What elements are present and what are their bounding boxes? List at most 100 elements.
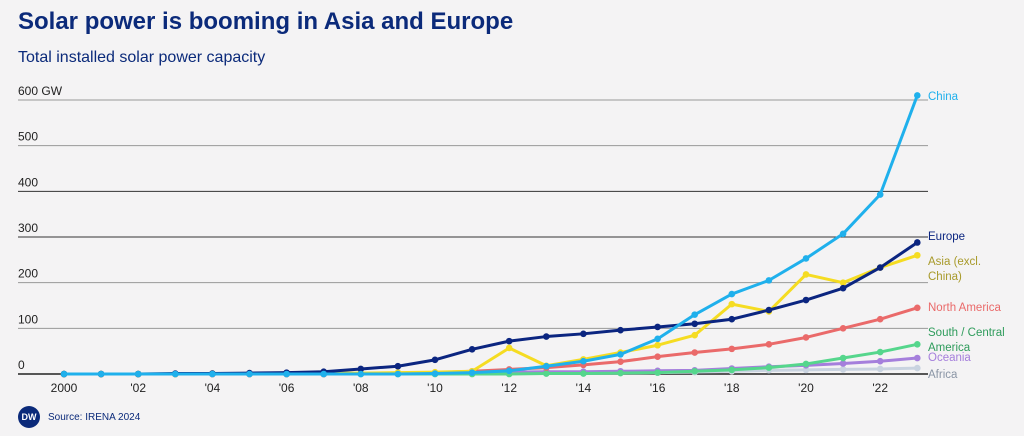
data-point: [876, 348, 884, 356]
x-tick-label: '18: [724, 381, 740, 395]
x-tick-label: '04: [205, 381, 221, 395]
y-tick-label: 300: [18, 221, 38, 235]
data-point: [765, 364, 773, 371]
data-point: [876, 365, 884, 373]
data-point: [543, 333, 550, 340]
data-point: [172, 370, 179, 378]
data-point: [97, 370, 105, 378]
data-point: [914, 364, 921, 372]
data-point: [394, 362, 402, 370]
data-point: [876, 264, 884, 271]
data-point: [728, 366, 736, 374]
data-point: [728, 300, 736, 308]
data-point: [580, 357, 587, 365]
series-line-china: [64, 94, 919, 376]
data-point: [802, 334, 810, 341]
data-point: [876, 315, 884, 323]
data-point: [839, 284, 847, 292]
data-point: [468, 346, 476, 353]
data-point: [691, 320, 698, 328]
data-point: [802, 255, 810, 262]
chart-subtitle: Total installed solar power capacity: [18, 49, 266, 66]
data-point: [617, 326, 624, 334]
y-tick-label: 400: [18, 175, 38, 189]
legend-label: China: [928, 91, 959, 103]
x-tick-label: '16: [650, 381, 666, 395]
data-point: [914, 92, 921, 99]
x-tick-label: '14: [576, 381, 592, 395]
data-point: [691, 331, 698, 339]
legend-label: Africa: [928, 369, 958, 381]
data-point: [914, 354, 921, 362]
series-line-europe: [64, 241, 919, 376]
series-line-north-america: [64, 306, 918, 376]
chart-title: Solar power is booming in Asia and Europ…: [18, 8, 514, 35]
data-point: [876, 191, 884, 198]
y-tick-label: 600 GW: [18, 84, 63, 98]
y-tick-label: 200: [18, 267, 38, 281]
data-point: [839, 325, 847, 332]
data-point: [765, 306, 773, 314]
data-point: [468, 369, 476, 376]
x-tick-label: '20: [798, 381, 814, 395]
legend-label: Asia (excl.: [928, 256, 981, 268]
data-point: [505, 344, 513, 352]
data-point: [60, 370, 68, 378]
data-point: [580, 370, 587, 377]
data-point: [802, 360, 810, 368]
data-point: [431, 370, 439, 377]
data-point: [246, 370, 253, 378]
data-point: [654, 341, 661, 349]
data-point: [654, 323, 661, 331]
data-point: [728, 315, 736, 323]
data-point: [691, 311, 698, 318]
data-point: [654, 335, 661, 343]
data-point: [802, 366, 810, 374]
data-point: [839, 230, 847, 238]
legend-label: America: [928, 342, 971, 354]
data-point: [914, 304, 921, 312]
legend-label: Oceania: [928, 352, 971, 364]
data-point: [617, 351, 624, 358]
data-point: [654, 353, 661, 360]
data-point: [691, 367, 698, 375]
data-point: [914, 341, 921, 348]
y-tick-label: 100: [18, 312, 38, 326]
data-point: [320, 370, 328, 378]
data-point: [802, 271, 810, 278]
data-point: [283, 370, 290, 378]
data-point: [505, 367, 513, 375]
data-point: [617, 369, 624, 377]
data-point: [839, 279, 847, 286]
y-tick-label: 0: [18, 358, 25, 372]
data-point: [357, 370, 365, 378]
legend-label: China): [928, 271, 962, 283]
data-point: [914, 251, 921, 259]
x-tick-label: '08: [353, 381, 369, 395]
y-tick-label: 500: [18, 130, 38, 144]
data-point: [802, 296, 810, 304]
data-point: [839, 366, 847, 373]
x-tick-label: '22: [872, 381, 888, 395]
series-line-asia-excl-china-: [64, 253, 918, 376]
legend-label: North America: [928, 302, 1001, 314]
data-point: [617, 358, 624, 365]
data-point: [357, 365, 365, 373]
x-tick-label: '02: [130, 381, 146, 395]
x-tick-label: '06: [279, 381, 295, 395]
x-tick-label: '10: [427, 381, 443, 395]
source-note: Source: IRENA 2024: [48, 411, 141, 423]
data-point: [876, 357, 884, 365]
data-point: [543, 362, 550, 370]
legend-label: Europe: [928, 231, 965, 243]
data-point: [505, 337, 513, 345]
data-point: [431, 356, 439, 364]
data-point: [543, 370, 550, 377]
data-point: [839, 354, 847, 362]
legend-label: South / Central: [928, 327, 1005, 339]
data-point: [654, 369, 661, 376]
x-tick-label: '12: [501, 381, 517, 395]
footer: DW Source: IRENA 2024: [18, 406, 140, 428]
data-point: [765, 341, 773, 348]
data-point: [728, 290, 736, 298]
